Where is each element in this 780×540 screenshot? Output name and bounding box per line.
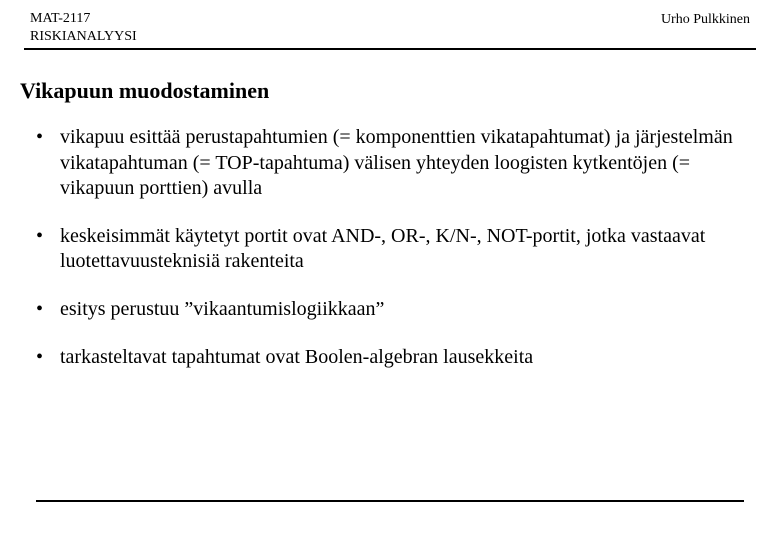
slide-header: MAT-2117 RISKIANALYYSI Urho Pulkkinen [30,10,750,45]
course-name: RISKIANALYYSI [30,29,137,44]
bullet-text: keskeisimmät käytetyt portit ovat AND-, … [60,225,705,273]
bottom-divider [36,500,744,502]
list-item: esitys perustuu ”vikaantumislogiikkaan” [32,297,740,323]
top-divider [24,48,756,50]
bullet-text: esitys perustuu ”vikaantumislogiikkaan” [60,298,384,320]
list-item: vikapuu esittää perustapahtumien (= komp… [32,125,740,202]
bullet-list: vikapuu esittää perustapahtumien (= komp… [32,125,740,370]
header-left: MAT-2117 RISKIANALYYSI [30,10,137,45]
list-item: keskeisimmät käytetyt portit ovat AND-, … [32,224,740,275]
header-author: Urho Pulkkinen [661,10,750,45]
bullet-text: vikapuu esittää perustapahtumien (= komp… [60,126,733,199]
list-item: tarkasteltavat tapahtumat ovat Boolen-al… [32,345,740,371]
content-area: vikapuu esittää perustapahtumien (= komp… [32,125,740,392]
page-title: Vikapuun muodostaminen [20,78,269,104]
slide: MAT-2117 RISKIANALYYSI Urho Pulkkinen Vi… [0,0,780,540]
course-code: MAT-2117 [30,11,90,26]
bullet-text: tarkasteltavat tapahtumat ovat Boolen-al… [60,346,533,368]
